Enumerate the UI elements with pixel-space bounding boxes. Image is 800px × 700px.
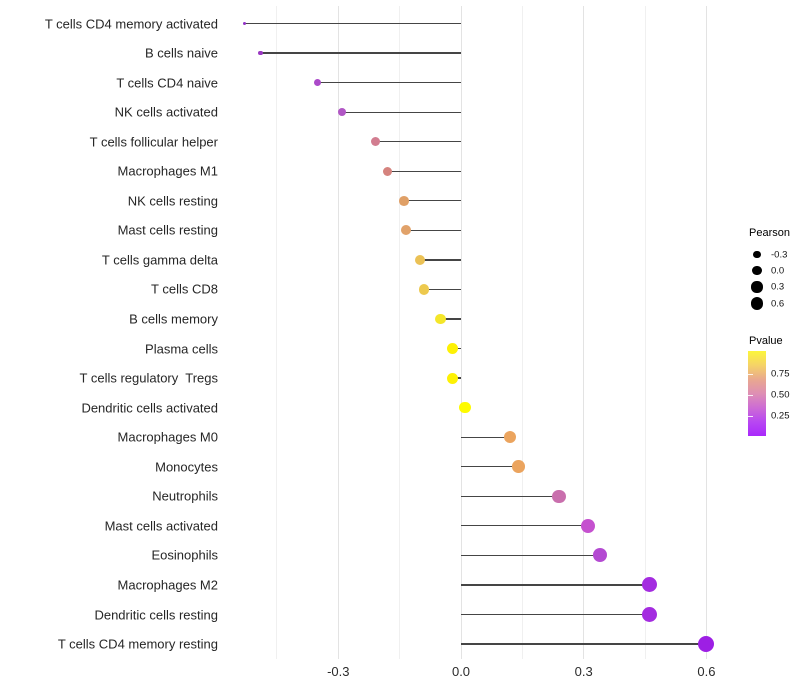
category-label: NK cells resting xyxy=(127,193,218,209)
pvalue-bar-tick xyxy=(748,374,753,375)
legend-pvalue-title: Pvalue xyxy=(749,335,783,347)
category-label: Mast cells activated xyxy=(104,518,218,534)
lollipop-stem xyxy=(342,111,461,113)
gridline-minor xyxy=(399,6,401,659)
category-label: T cells regulatory Tregs xyxy=(79,370,218,386)
lollipop-stem xyxy=(461,525,588,527)
lollipop-stem xyxy=(440,318,461,320)
gridline-major xyxy=(705,6,707,659)
category-label: Macrophages M0 xyxy=(117,429,218,445)
lollipop-dot xyxy=(580,518,595,533)
lollipop-stem xyxy=(403,200,461,202)
x-tick-label: 0.3 xyxy=(574,664,593,679)
category-label: Mast cells resting xyxy=(117,222,218,238)
legend-size-dot xyxy=(750,297,764,311)
category-label: T cells CD4 naive xyxy=(116,75,218,91)
lollipop-dot xyxy=(592,548,608,563)
lollipop-stem xyxy=(461,436,511,438)
gridline-minor xyxy=(644,6,646,659)
lollipop-stem xyxy=(424,288,461,291)
lollipop-stem xyxy=(405,229,461,231)
category-label: Monocytes xyxy=(155,459,218,475)
lollipop-dot xyxy=(698,636,715,653)
lollipop-stem xyxy=(375,141,461,143)
legend-size-dot xyxy=(751,281,763,293)
lollipop-dot xyxy=(382,166,393,176)
legend-pearson-title: Pearson xyxy=(749,227,790,239)
lollipop-dot xyxy=(435,313,446,325)
lollipop-stem xyxy=(461,554,601,557)
lollipop-dot xyxy=(242,21,246,26)
lollipop-dot xyxy=(314,79,322,87)
legend-size-label: 0.3 xyxy=(771,281,785,293)
legend-size-label: -0.3 xyxy=(771,249,788,261)
category-label: B cells naive xyxy=(145,45,218,61)
pvalue-bar-tick xyxy=(748,416,753,417)
lollipop-stem xyxy=(461,584,650,586)
legend-pvalue-label: 0.75 xyxy=(771,368,790,380)
lollipop-stem xyxy=(461,495,560,497)
lollipop-dot xyxy=(459,401,471,414)
lollipop-stem xyxy=(387,170,461,172)
lollipop-dot xyxy=(400,225,411,236)
lollipop-stem xyxy=(260,52,461,54)
category-label: NK cells activated xyxy=(114,104,218,120)
lollipop-dot xyxy=(370,137,380,147)
gridline-minor xyxy=(521,6,523,659)
legend-pvalue-label: 0.25 xyxy=(771,410,790,422)
lollipop-dot xyxy=(641,606,657,622)
category-label: Dendritic cells activated xyxy=(81,400,218,416)
category-label: T cells CD4 memory activated xyxy=(44,16,218,31)
gridline-minor xyxy=(276,6,278,659)
lollipop-stem xyxy=(461,466,519,468)
lollipop-dot xyxy=(414,254,426,265)
lollipop-stem xyxy=(461,643,707,645)
category-label: T cells gamma delta xyxy=(101,252,218,268)
pvalue-gradient-bar xyxy=(748,351,766,436)
lollipop-dot xyxy=(503,431,517,444)
category-label: Dendritic cells resting xyxy=(94,607,218,622)
category-label: T cells CD8 xyxy=(151,281,218,297)
lollipop-dot xyxy=(338,108,347,117)
lollipop-dot xyxy=(258,50,263,56)
lollipop-dot xyxy=(419,284,430,295)
gridline-major xyxy=(583,6,585,659)
lollipop-dot xyxy=(398,195,409,206)
legend-pvalue-label: 0.50 xyxy=(771,389,790,401)
lollipop-stem xyxy=(244,22,461,25)
x-tick-label: 0.6 xyxy=(697,664,716,679)
lollipop-dot xyxy=(447,343,459,355)
lollipop-dot xyxy=(447,372,459,384)
legend-size-dot xyxy=(753,251,761,259)
gridline-major xyxy=(460,6,462,659)
legend-size-dot xyxy=(752,266,762,276)
lollipop-stem xyxy=(317,81,461,84)
category-label: T cells follicular helper xyxy=(89,134,218,150)
lollipop-dot xyxy=(641,577,657,593)
category-label: Neutrophils xyxy=(152,488,218,504)
legend-size-label: 0.0 xyxy=(771,265,785,277)
legend-size-label: 0.6 xyxy=(771,298,785,310)
x-tick-label: 0.0 xyxy=(451,664,471,679)
lollipop-stem xyxy=(461,613,650,616)
pvalue-bar-tick xyxy=(748,395,753,396)
lollipop-dot xyxy=(552,489,566,503)
category-label: Macrophages M1 xyxy=(117,163,218,179)
category-label: T cells CD4 memory resting xyxy=(57,636,218,652)
x-tick-label: -0.3 xyxy=(327,664,350,679)
category-label: Macrophages M2 xyxy=(117,577,218,593)
lollipop-stem xyxy=(420,259,461,261)
gridline-major xyxy=(337,6,339,659)
category-label: Eosinophils xyxy=(151,547,219,563)
category-label: B cells memory xyxy=(129,311,218,327)
lollipop-dot xyxy=(512,460,525,473)
category-label: Plasma cells xyxy=(145,341,218,357)
